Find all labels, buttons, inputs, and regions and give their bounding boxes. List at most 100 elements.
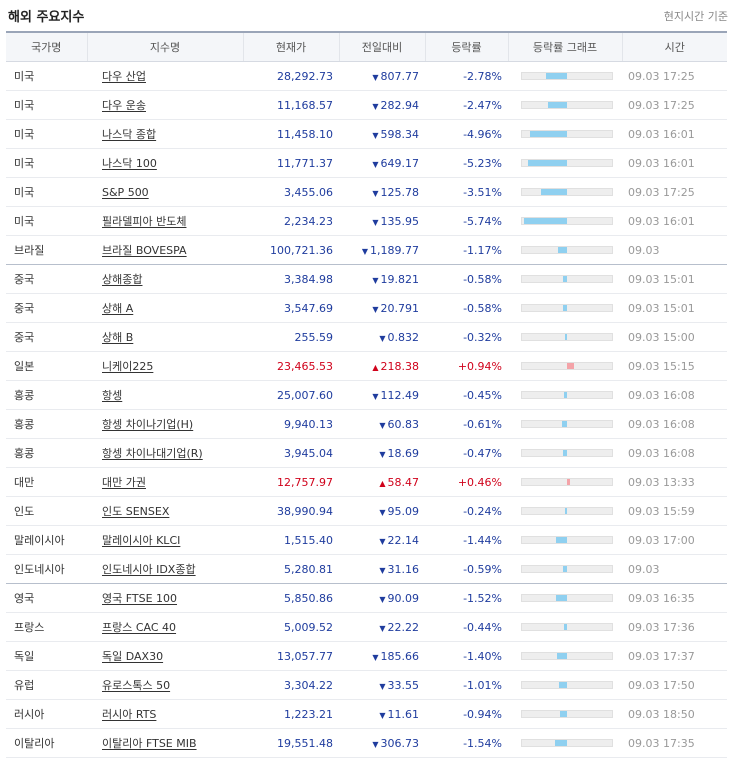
change-cell: ▼ 22.22 (339, 612, 425, 642)
time-cell: 09.03 16:08 (622, 380, 727, 410)
rate-bar-track (521, 739, 613, 747)
rate-cell: -0.58% (425, 264, 508, 294)
table-row: 유럽 유로스톡스 50 3,304.22 ▼ 33.55 -1.01% 09.03 17:5… (6, 670, 727, 700)
rate-bar-track (521, 594, 613, 602)
country-cell: 대만 (6, 467, 87, 497)
index-link[interactable]: 유로스톡스 50 (102, 679, 171, 692)
index-cell: 상해 A (87, 293, 243, 323)
rate-cell: -0.24% (425, 496, 508, 526)
triangle-down-icon: ▼ (372, 217, 379, 227)
index-link[interactable]: S&P 500 (102, 185, 149, 199)
price-cell: 1,223.21 (243, 699, 339, 729)
change-value: 22.14 (387, 533, 420, 547)
index-link[interactable]: 상해 A (102, 302, 134, 315)
index-link[interactable]: 상해종합 (102, 273, 143, 286)
triangle-down-icon: ▼ (372, 275, 379, 285)
rate-bar-track (521, 681, 613, 689)
index-link[interactable]: 인도네시아 IDX종합 (102, 563, 196, 576)
timezone-note: 현지시간 기준 (663, 10, 728, 23)
triangle-down-icon: ▼ (372, 652, 379, 662)
rate-bar (556, 595, 567, 601)
index-link[interactable]: 다우 산업 (102, 70, 146, 83)
index-link[interactable]: 러시아 RTS (102, 708, 157, 721)
change-cell: ▼ 282.94 (339, 90, 425, 120)
index-cell: S&P 500 (87, 177, 243, 207)
change-value: 19.821 (380, 272, 420, 286)
price-cell: 3,547.69 (243, 293, 339, 323)
table-row: 미국 나스닥 100 11,771.37 ▼ 649.17 -5.23% 09.03 16:… (6, 148, 727, 178)
index-cell: 상해종합 (87, 264, 243, 294)
change-value: 90.09 (387, 591, 420, 605)
index-link[interactable]: 항셍 차이나대기업(R) (102, 447, 203, 460)
index-link[interactable]: 나스닥 100 (102, 157, 157, 170)
rate-graph-cell (508, 583, 622, 613)
price-cell: 3,945.04 (243, 438, 339, 468)
index-link[interactable]: 항셍 (102, 389, 123, 402)
index-link[interactable]: 필라델피아 반도체 (102, 215, 187, 228)
index-link[interactable]: 인도 SENSEX (102, 505, 170, 518)
change-cell: ▼ 0.832 (339, 322, 425, 352)
index-link[interactable]: 니케이225 (102, 360, 154, 373)
country-cell: 브라질 (6, 235, 87, 265)
index-cell: 러시아 RTS (87, 699, 243, 729)
index-cell: 프랑스 CAC 40 (87, 612, 243, 642)
index-link[interactable]: 프랑스 CAC 40 (102, 621, 177, 634)
index-link[interactable]: 상해 B (102, 331, 134, 344)
table-row: 이탈리아 이탈리아 FTSE MIB 19,551.48 ▼ 306.73 -1.54% 0… (6, 728, 727, 758)
country-cell: 유럽 (6, 670, 87, 700)
change-cell: ▼ 33.55 (339, 670, 425, 700)
change-value: 282.94 (380, 98, 420, 112)
rate-cell: -0.59% (425, 554, 508, 584)
table-row: 미국 다우 운송 11,168.57 ▼ 282.94 -2.47% 09.03 17:25 (6, 90, 727, 120)
rate-cell: -2.47% (425, 90, 508, 120)
time-cell: 09.03 15:01 (622, 264, 727, 294)
change-cell: ▼ 125.78 (339, 177, 425, 207)
rate-bar (555, 740, 567, 746)
index-link[interactable]: 이탈리아 FTSE MIB (102, 737, 197, 750)
index-link[interactable]: 다우 운송 (102, 99, 146, 112)
rate-bar-track (521, 217, 613, 225)
change-value: 11.61 (387, 707, 420, 721)
rate-bar (528, 160, 567, 166)
price-cell: 28,292.73 (243, 61, 339, 91)
table-row: 일본 니케이225 23,465.53 ▲ 218.38 +0.94% 09.03 15:1… (6, 351, 727, 381)
price-cell: 3,455.06 (243, 177, 339, 207)
country-cell: 프랑스 (6, 612, 87, 642)
change-cell: ▼ 95.09 (339, 496, 425, 526)
price-cell: 1,515.40 (243, 525, 339, 555)
index-cell: 다우 산업 (87, 61, 243, 91)
country-cell: 인도네시아 (6, 554, 87, 584)
index-link[interactable]: 영국 FTSE 100 (102, 592, 178, 605)
price-cell: 19,551.48 (243, 728, 339, 758)
index-link[interactable]: 대만 가권 (102, 476, 146, 489)
price-cell: 5,009.52 (243, 612, 339, 642)
rate-bar-track (521, 507, 613, 515)
rate-bar (548, 102, 567, 108)
triangle-up-icon: ▲ (379, 478, 386, 488)
index-link[interactable]: 독일 DAX30 (102, 650, 164, 663)
rate-bar (560, 711, 567, 717)
panel-header: 해외 주요지수 현지시간 기준 (0, 0, 738, 30)
table-row: 미국 나스닥 종합 11,458.10 ▼ 598.34 -4.96% 09.03 16:0… (6, 119, 727, 149)
rate-cell: -1.54% (425, 728, 508, 758)
country-cell: 영국 (6, 583, 87, 613)
rate-graph-cell (508, 467, 622, 497)
time-cell: 09.03 16:01 (622, 119, 727, 149)
rate-bar-track (521, 362, 613, 370)
index-cell: 이탈리아 FTSE MIB (87, 728, 243, 758)
index-link[interactable]: 나스닥 종합 (102, 128, 157, 141)
change-cell: ▼ 306.73 (339, 728, 425, 758)
rate-graph-cell (508, 322, 622, 352)
table-row: 영국 영국 FTSE 100 5,850.86 ▼ 90.09 -1.52% 09.03 1… (6, 583, 727, 613)
change-value: 135.95 (380, 214, 420, 228)
price-cell: 25,007.60 (243, 380, 339, 410)
table-body: 미국 다우 산업 28,292.73 ▼ 807.77 -2.78% 09.03 17:25… (6, 61, 727, 758)
rate-cell: -0.32% (425, 322, 508, 352)
price-cell: 3,304.22 (243, 670, 339, 700)
index-link[interactable]: 말레이시아 KLCI (102, 534, 181, 547)
rate-bar (563, 276, 567, 282)
index-link[interactable]: 브라질 BOVESPA (102, 244, 187, 257)
index-link[interactable]: 항셍 차이나기업(H) (102, 418, 194, 431)
rate-bar-track (521, 652, 613, 660)
time-cell: 09.03 15:00 (622, 322, 727, 352)
